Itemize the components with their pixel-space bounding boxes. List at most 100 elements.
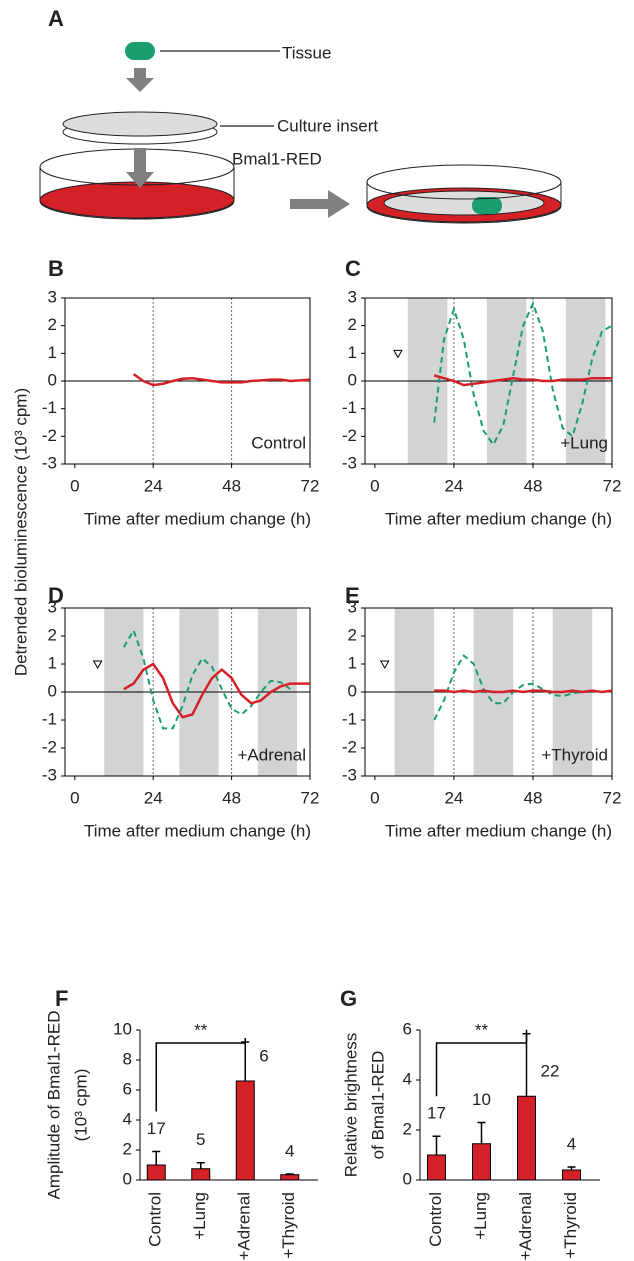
y-tick-label: 4	[403, 1069, 412, 1088]
arrow	[126, 68, 154, 92]
x-tick-label: 72	[603, 476, 622, 495]
panel-letter: D	[48, 583, 64, 608]
y-tick-label: 8	[123, 1049, 132, 1068]
x-axis-label: Time after medium change (h)	[84, 821, 311, 840]
marker	[379, 660, 390, 670]
y-tick-label: -2	[42, 737, 57, 756]
x-tick-label: 24	[444, 788, 463, 807]
x-tick-label: 72	[301, 476, 320, 495]
x-tick-label: +Thyroid	[279, 1192, 298, 1259]
reporter-label: Bmal1-RED	[232, 149, 322, 168]
annotation: +Lung	[560, 433, 608, 452]
y-tick-label: 3	[348, 597, 357, 616]
arrow	[290, 190, 350, 218]
series-line	[434, 689, 613, 694]
count-label: 22	[541, 1062, 560, 1081]
arrow	[126, 148, 154, 188]
medium	[39, 181, 235, 219]
significance-label: **	[475, 1020, 489, 1039]
significance-label: **	[194, 1020, 208, 1039]
bar	[562, 1169, 581, 1181]
count-label: 10	[472, 1090, 491, 1109]
y-axis-label: Detrended bioluminescence (10³ cpm)	[11, 388, 30, 676]
y-tick-label: 10	[113, 1019, 132, 1038]
y-axis-label: Amplitude of Bmal1-RED	[44, 1011, 63, 1200]
y-tick-label: 6	[123, 1079, 132, 1098]
annotation: +Adrenal	[237, 745, 306, 764]
panel-letter: A	[48, 6, 64, 31]
y-tick-label: -3	[42, 453, 57, 472]
y-tick-label: 2	[348, 315, 357, 334]
bar	[517, 1095, 536, 1181]
bar	[146, 1164, 166, 1181]
y-tick-label: 2	[348, 625, 357, 644]
series-line	[433, 654, 593, 721]
x-tick-label: 48	[222, 476, 241, 495]
insert-label: Culture insert	[277, 116, 378, 135]
significance-bracket	[435, 1029, 528, 1097]
y-tick-label: 2	[403, 1119, 412, 1138]
y-tick-label: -2	[342, 426, 357, 445]
tissue-icon	[125, 42, 155, 60]
bar	[235, 1080, 255, 1181]
y-tick-label: -2	[42, 426, 57, 445]
series-line	[132, 373, 311, 387]
x-tick-label: 24	[444, 476, 463, 495]
count-label: 17	[147, 1119, 166, 1138]
y-tick-label: 2	[48, 625, 57, 644]
x-tick-label: 24	[144, 788, 163, 807]
annotation: Control	[251, 433, 306, 452]
x-tick-label: 48	[523, 476, 542, 495]
series-line	[122, 628, 291, 730]
y-tick-label: -1	[42, 398, 57, 417]
significance-bracket	[155, 1038, 246, 1112]
y-tick-label: 0	[348, 681, 357, 700]
y-tick-label: 0	[48, 681, 57, 700]
x-tick-label: +Lung	[190, 1192, 209, 1240]
bar	[191, 1168, 211, 1181]
bar	[472, 1143, 491, 1181]
y-tick-label: 1	[48, 343, 57, 362]
tissue-label: Tissue	[282, 43, 331, 62]
y-tick-label: 3	[48, 597, 57, 616]
bar	[280, 1174, 300, 1181]
series-line	[123, 662, 310, 719]
x-tick-label: 0	[70, 788, 79, 807]
count-label: 5	[196, 1130, 205, 1149]
x-axis-label: Time after medium change (h)	[385, 509, 612, 528]
y-tick-label: -1	[342, 709, 357, 728]
x-tick-label: Control	[426, 1192, 445, 1247]
y-tick-label: 3	[48, 287, 57, 306]
panel-letter: B	[48, 256, 64, 281]
y-tick-label: 2	[123, 1139, 132, 1158]
x-tick-label: 72	[301, 788, 320, 807]
y-tick-label: 1	[348, 343, 357, 362]
x-tick-label: +Adrenal	[516, 1192, 535, 1261]
annotation: +Thyroid	[541, 745, 608, 764]
y-tick-label: 1	[348, 653, 357, 672]
panel-letter: F	[55, 986, 68, 1011]
x-tick-label: 0	[370, 788, 379, 807]
y-tick-label: -3	[42, 765, 57, 784]
x-tick-label: Control	[146, 1192, 165, 1247]
y-tick-label: -3	[342, 765, 357, 784]
series-line	[433, 300, 613, 447]
y-tick-label: -1	[342, 398, 357, 417]
x-tick-label: +Thyroid	[561, 1192, 580, 1259]
x-tick-label: 0	[70, 476, 79, 495]
bar	[427, 1154, 446, 1181]
y-tick-label: 0	[48, 370, 57, 389]
x-tick-label: 72	[603, 788, 622, 807]
panel-letter: E	[345, 583, 360, 608]
marker	[393, 349, 403, 359]
dish-rim	[366, 164, 562, 200]
panel-letter: C	[345, 256, 361, 281]
y-tick-label: -2	[342, 737, 357, 756]
insert	[383, 190, 545, 216]
insert	[62, 111, 218, 137]
y-axis-label: Relative brightness	[341, 1033, 360, 1178]
x-axis-label: Time after medium change (h)	[84, 509, 311, 528]
y-tick-label: 3	[348, 287, 357, 306]
y-axis-label: of Bmal1-RED	[368, 1051, 387, 1160]
